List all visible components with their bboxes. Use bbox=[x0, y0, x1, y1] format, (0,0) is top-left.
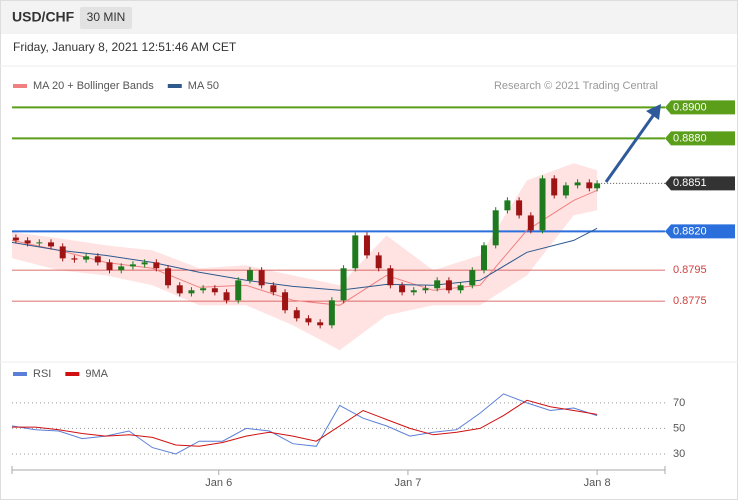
candle-body bbox=[83, 256, 90, 260]
candle-body bbox=[200, 288, 207, 291]
x-tick-label: Jan 8 bbox=[584, 477, 611, 489]
candle-body bbox=[574, 182, 581, 186]
candle-body bbox=[328, 300, 335, 326]
y-tick-label: 50 bbox=[673, 422, 685, 434]
level-box bbox=[665, 131, 735, 146]
candle-body bbox=[12, 237, 19, 241]
candle-body bbox=[516, 200, 523, 216]
candle-body bbox=[165, 268, 172, 286]
timestamp: Friday, January 8, 2021 12:51:46 AM CET bbox=[13, 40, 237, 54]
timeframe: 30 MIN bbox=[87, 10, 126, 24]
candle-body bbox=[586, 182, 593, 189]
candle-body bbox=[270, 285, 277, 293]
candle-body bbox=[375, 255, 382, 269]
arrow-head bbox=[646, 104, 661, 120]
candle-body bbox=[293, 310, 300, 319]
ma-line bbox=[11, 189, 598, 306]
candle-body bbox=[153, 262, 160, 269]
candle-body bbox=[387, 268, 394, 286]
candle-body bbox=[48, 242, 55, 247]
level-label: 0.8900 bbox=[673, 101, 707, 113]
legend-label: RSI bbox=[33, 368, 51, 380]
level-label: 0.8851 bbox=[673, 177, 707, 189]
candle-body bbox=[118, 266, 125, 271]
candle-body bbox=[551, 178, 558, 196]
level-label: 0.8880 bbox=[673, 132, 707, 144]
level-label: 0.8820 bbox=[673, 225, 707, 237]
candle-body bbox=[59, 246, 66, 259]
candle-body bbox=[340, 268, 347, 301]
candle-body bbox=[24, 240, 31, 244]
candle-body bbox=[594, 183, 601, 189]
level-label: 0.8775 bbox=[673, 295, 707, 307]
legend-label: MA 20 + Bollinger Bands bbox=[33, 80, 154, 92]
candle-body bbox=[469, 270, 476, 286]
x-tick-label: Jan 6 bbox=[205, 477, 232, 489]
bollinger-band bbox=[12, 163, 598, 351]
legend-swatch bbox=[13, 84, 27, 88]
candle-body bbox=[562, 185, 569, 196]
legend-label: MA 50 bbox=[188, 80, 219, 92]
y-tick-label: 30 bbox=[673, 448, 685, 460]
candle-body bbox=[363, 235, 370, 256]
y-tick-label: 70 bbox=[673, 397, 685, 409]
x-tick-label: Jan 7 bbox=[394, 477, 421, 489]
candle-body bbox=[129, 264, 136, 267]
candle-body bbox=[176, 285, 183, 294]
candle-body bbox=[399, 285, 406, 293]
candle-body bbox=[422, 288, 429, 291]
candle-body bbox=[410, 290, 417, 293]
forecast-arrow bbox=[604, 112, 657, 183]
candle-body bbox=[481, 245, 488, 271]
level-box bbox=[665, 176, 735, 191]
candle-body bbox=[434, 280, 441, 289]
candle-body bbox=[457, 285, 464, 291]
candle-body bbox=[492, 210, 499, 246]
plots: MA 20 + Bollinger Bands MA 50 0.8900 0.8880… bbox=[11, 80, 735, 489]
symbol: USD/CHF bbox=[12, 9, 75, 25]
candle-body bbox=[539, 178, 546, 231]
candle-body bbox=[246, 270, 253, 281]
legend-label: 9MA bbox=[85, 368, 108, 380]
candle-body bbox=[36, 242, 43, 244]
copyright: Research © 2021 Trading Central bbox=[494, 80, 658, 92]
candle-body bbox=[223, 292, 230, 301]
candle-body bbox=[188, 290, 195, 294]
candle-body bbox=[527, 215, 534, 231]
legend-swatch bbox=[13, 372, 27, 376]
candle-body bbox=[94, 256, 101, 263]
candle-body bbox=[141, 262, 148, 265]
rsi-line bbox=[11, 393, 598, 455]
candle-body bbox=[282, 292, 289, 311]
level-box bbox=[665, 100, 735, 115]
candle-body bbox=[211, 288, 218, 293]
level-box bbox=[665, 224, 735, 239]
candle-body bbox=[71, 258, 78, 260]
ma-line bbox=[11, 227, 598, 291]
candle-body bbox=[106, 262, 113, 271]
candle-body bbox=[258, 270, 265, 286]
candle-body bbox=[352, 235, 359, 269]
legend-swatch bbox=[65, 372, 80, 376]
level-label: 0.8795 bbox=[673, 264, 707, 276]
candle-body bbox=[305, 318, 312, 323]
legend-swatch bbox=[167, 84, 182, 88]
candle-body bbox=[317, 322, 324, 326]
candle-body bbox=[504, 200, 511, 211]
timeframe-box bbox=[80, 7, 132, 29]
candle-body bbox=[235, 280, 242, 301]
candle-body bbox=[445, 280, 452, 291]
rsi-line bbox=[12, 399, 598, 447]
